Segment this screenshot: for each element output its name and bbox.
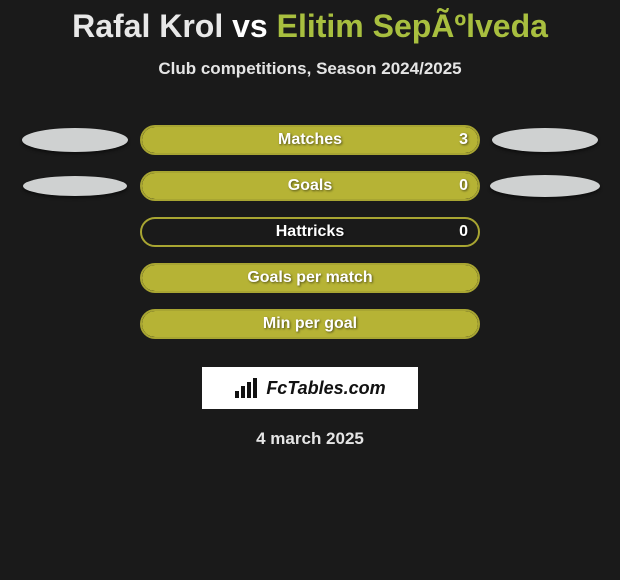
left-value-cell — [10, 209, 140, 255]
player1-name: Rafal Krol — [72, 8, 223, 44]
stat-bar: Matches3 — [140, 125, 480, 155]
stat-rows: Matches3Goals0Hattricks0Goals per matchM… — [0, 117, 620, 347]
bar-value-right: 0 — [459, 171, 468, 201]
date-text: 4 march 2025 — [0, 429, 620, 449]
stat-row: Goals0 — [0, 163, 620, 209]
bar-label: Hattricks — [140, 217, 480, 247]
stat-bar: Goals0 — [140, 171, 480, 201]
stat-row: Goals per match — [0, 255, 620, 301]
comparison-container: Rafal Krol vs Elitim SepÃºlveda Club com… — [0, 0, 620, 449]
logo-box[interactable]: FcTables.com — [202, 367, 418, 409]
page-title: Rafal Krol vs Elitim SepÃºlveda — [0, 8, 620, 45]
player2-name: Elitim SepÃºlveda — [277, 8, 548, 44]
left-value-cell — [10, 163, 140, 209]
vs-text: vs — [232, 8, 268, 44]
bar-value-right: 3 — [459, 125, 468, 155]
value-ellipse-right — [490, 175, 600, 197]
bar-value-right: 0 — [459, 217, 468, 247]
bars-icon — [234, 377, 260, 399]
value-ellipse-left — [22, 128, 128, 152]
bar-label: Matches — [140, 125, 480, 155]
left-value-cell — [10, 301, 140, 347]
bar-label: Min per goal — [140, 309, 480, 339]
value-ellipse-left — [23, 176, 127, 196]
right-value-cell — [480, 255, 610, 301]
right-value-cell — [480, 209, 610, 255]
stat-row: Matches3 — [0, 117, 620, 163]
value-ellipse-right — [492, 128, 598, 152]
logo-text: FcTables.com — [266, 378, 385, 399]
right-value-cell — [480, 301, 610, 347]
right-value-cell — [480, 163, 610, 209]
stat-row: Min per goal — [0, 301, 620, 347]
right-value-cell — [480, 117, 610, 163]
stat-bar: Hattricks0 — [140, 217, 480, 247]
stat-row: Hattricks0 — [0, 209, 620, 255]
subtitle: Club competitions, Season 2024/2025 — [0, 59, 620, 79]
bar-label: Goals — [140, 171, 480, 201]
bar-label: Goals per match — [140, 263, 480, 293]
left-value-cell — [10, 255, 140, 301]
left-value-cell — [10, 117, 140, 163]
stat-bar: Goals per match — [140, 263, 480, 293]
stat-bar: Min per goal — [140, 309, 480, 339]
